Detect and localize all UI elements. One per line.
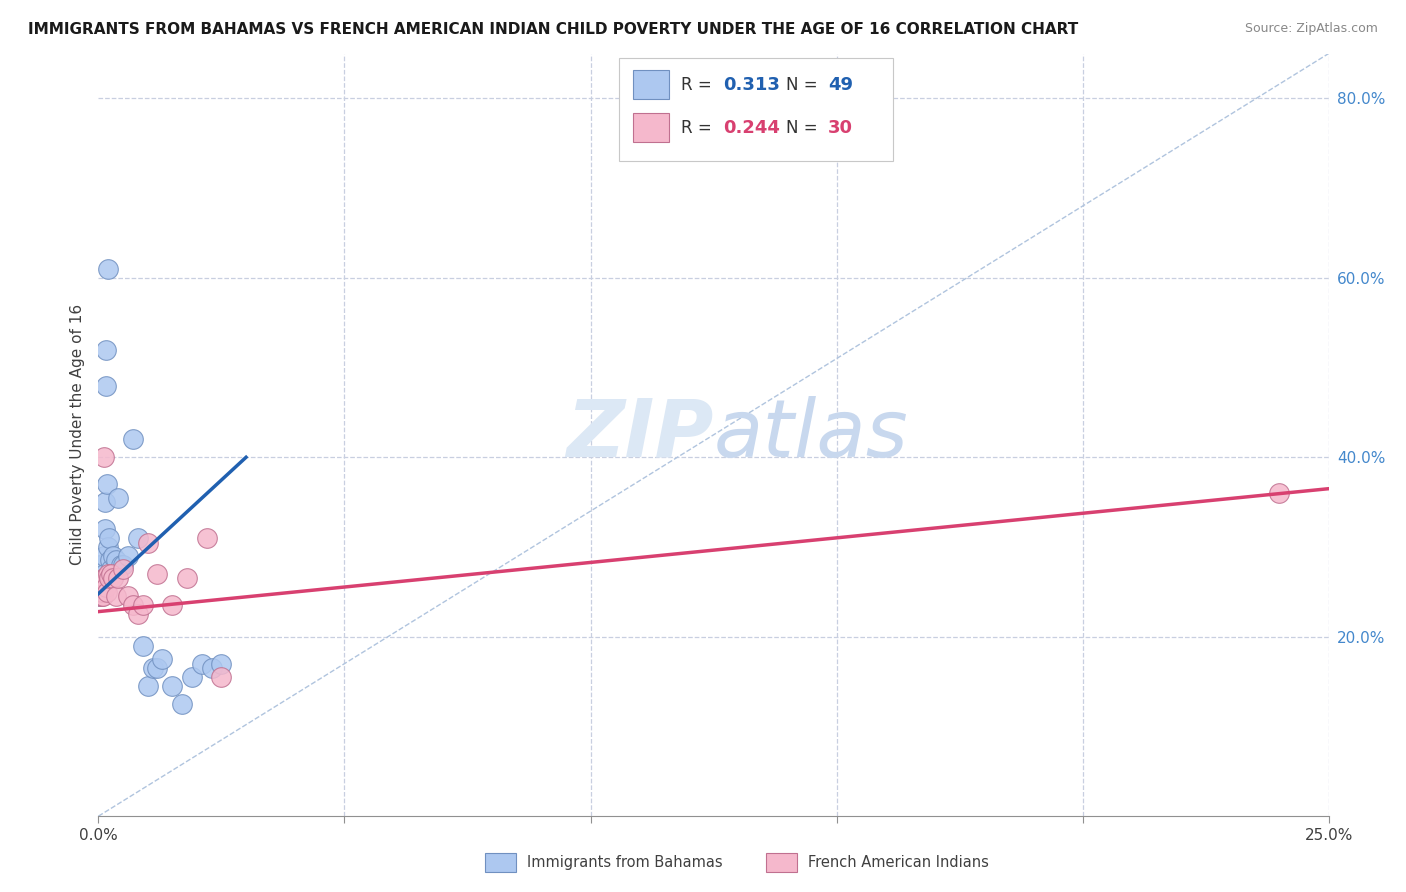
Text: French American Indians: French American Indians (808, 855, 990, 870)
Point (191, 657, 214, 671)
Text: R =: R = (681, 119, 717, 136)
Point (89, 590, 111, 604)
Point (96, 585, 118, 599)
Point (122, 433, 145, 447)
Point (132, 639, 155, 653)
Point (100, 562, 122, 576)
Point (91, 581, 114, 595)
Text: Immigrants from Bahamas: Immigrants from Bahamas (527, 855, 723, 870)
Point (152, 652, 174, 666)
Point (90, 575, 112, 590)
Point (94, 495, 117, 509)
Text: 49: 49 (828, 76, 853, 94)
Point (89, 581, 111, 595)
Text: ZIP: ZIP (567, 396, 714, 474)
Text: N =: N = (786, 76, 823, 94)
Point (98, 553, 121, 567)
Point (93, 575, 115, 590)
Point (91, 585, 114, 599)
Point (89, 590, 111, 604)
Point (96, 581, 118, 595)
Point (93, 450, 115, 465)
Point (89, 575, 111, 590)
Point (91, 575, 114, 590)
Text: R =: R = (681, 76, 717, 94)
Text: 0.313: 0.313 (723, 76, 779, 94)
Text: N =: N = (786, 119, 823, 136)
Point (146, 661, 169, 675)
Point (93, 566, 115, 581)
Point (96, 477, 118, 491)
Point (100, 566, 122, 581)
Point (180, 670, 204, 684)
Point (93, 571, 115, 585)
Point (93, 581, 115, 595)
Point (195, 531, 218, 545)
Text: atlas: atlas (714, 396, 908, 474)
Y-axis label: Child Poverty Under the Age of 16: Child Poverty Under the Age of 16 (69, 304, 84, 566)
Point (90, 581, 112, 595)
Point (211, 657, 233, 671)
Text: IMMIGRANTS FROM BAHAMAS VS FRENCH AMERICAN INDIAN CHILD POVERTY UNDER THE AGE OF: IMMIGRANTS FROM BAHAMAS VS FRENCH AMERIC… (28, 22, 1078, 37)
Point (162, 599, 183, 613)
Text: 0.244: 0.244 (723, 119, 779, 136)
Point (146, 566, 169, 581)
Point (122, 599, 145, 613)
Point (90, 590, 112, 604)
Point (172, 697, 194, 711)
Point (98, 531, 121, 545)
Point (162, 679, 183, 693)
Text: 30: 30 (828, 119, 853, 136)
Point (211, 670, 233, 684)
Point (136, 679, 159, 693)
Point (90, 585, 112, 599)
Point (96, 343, 118, 357)
Text: Source: ZipAtlas.com: Source: ZipAtlas.com (1244, 22, 1378, 36)
Point (141, 661, 165, 675)
Point (112, 558, 135, 572)
Point (112, 562, 135, 576)
Point (136, 535, 159, 549)
Point (90, 585, 112, 599)
Point (97, 261, 120, 276)
Point (89, 558, 111, 572)
Point (104, 553, 127, 567)
Point (127, 607, 149, 622)
Point (100, 571, 122, 585)
Point (103, 549, 125, 563)
Point (176, 571, 198, 585)
Point (94, 522, 117, 536)
Point (97, 540, 120, 554)
Point (117, 549, 139, 563)
Point (1268, 486, 1291, 500)
Point (107, 571, 129, 585)
Point (97, 566, 120, 581)
Point (93, 549, 115, 563)
Point (91, 585, 114, 599)
Point (201, 661, 224, 675)
Point (117, 590, 139, 604)
Point (110, 558, 132, 572)
Point (94, 571, 117, 585)
Point (90, 581, 112, 595)
Point (94, 378, 117, 392)
Point (98, 571, 121, 585)
Point (90, 581, 112, 595)
Point (107, 491, 129, 505)
Point (127, 531, 149, 545)
Point (103, 566, 125, 581)
Point (90, 581, 112, 595)
Point (103, 571, 125, 585)
Point (90, 590, 112, 604)
Point (104, 590, 127, 604)
Point (132, 599, 155, 613)
Point (93, 585, 115, 599)
Point (103, 571, 125, 585)
Point (93, 590, 115, 604)
